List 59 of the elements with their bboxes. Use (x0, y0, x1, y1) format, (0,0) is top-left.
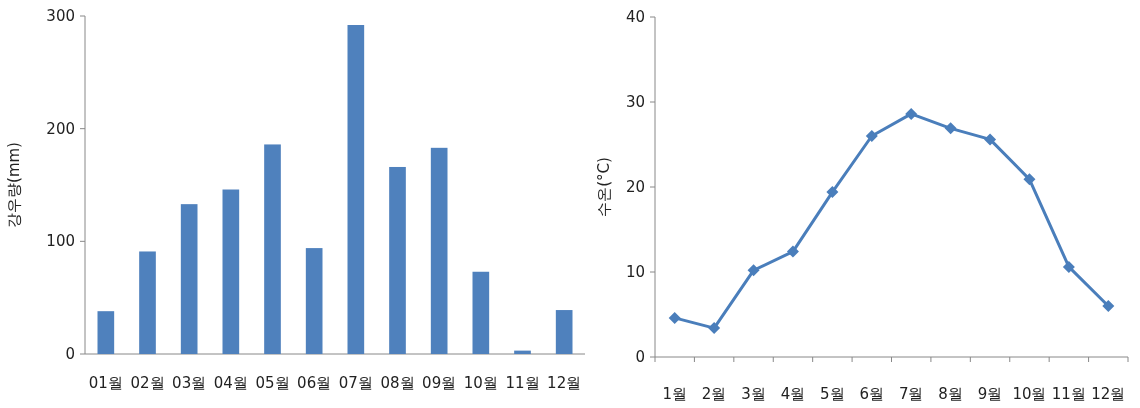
x-tick-label: 05월 (255, 374, 290, 392)
x-tick-label: 10월 (1012, 385, 1047, 403)
x-tick-label: 4월 (780, 385, 806, 403)
point (984, 133, 997, 146)
x-tick-label: 08월 (380, 374, 415, 392)
x-tick-label: 6월 (859, 385, 885, 403)
bar (305, 248, 323, 354)
x-tick-label: 10월 (463, 374, 498, 392)
x-tick-label: 11월 (505, 374, 540, 392)
x-tick-label: 8월 (938, 385, 963, 403)
x-tick-label: 06월 (297, 374, 332, 392)
x-tick-label: 09월 (422, 374, 457, 392)
point (708, 322, 721, 335)
x-tick-label: 07월 (338, 374, 373, 392)
point (786, 245, 799, 258)
x-tick-label: 3월 (741, 385, 766, 403)
bar (472, 271, 490, 354)
x-tick-label: 5월 (820, 385, 845, 403)
point (865, 130, 878, 142)
point (826, 186, 839, 199)
x-tick-label: 01월 (88, 374, 123, 392)
bar (97, 311, 115, 354)
x-tick-label: 02월 (130, 374, 165, 392)
y-tick-label: 300 (46, 7, 75, 25)
x-tick-label: 2월 (701, 385, 727, 403)
point (1102, 300, 1115, 312)
x-tick-label: 11월 (1051, 385, 1086, 403)
y-axis-title: 수온(°C) (595, 157, 613, 217)
y-tick-label: 0 (635, 348, 645, 366)
y-tick-label: 200 (46, 119, 75, 138)
x-tick-label: 7월 (898, 385, 924, 403)
x-tick-label: 03월 (172, 374, 207, 392)
x-tick-label: 04월 (213, 374, 248, 392)
bar (264, 144, 281, 354)
y-tick-label: 0 (65, 345, 75, 363)
bar (389, 166, 406, 354)
bar (555, 310, 573, 354)
y-tick-label: 100 (46, 232, 75, 251)
x-tick-label: 1월 (662, 385, 687, 403)
y-tick-label: 30 (625, 93, 645, 111)
bar (180, 204, 198, 354)
bar (430, 147, 448, 354)
bar (222, 189, 240, 354)
y-tick-label: 20 (625, 178, 645, 196)
point (944, 122, 957, 135)
point (668, 311, 681, 324)
y-tick-label: 10 (625, 263, 645, 281)
point (1023, 173, 1036, 186)
x-tick-label: 12월 (1091, 385, 1126, 403)
x-tick-label: 9월 (977, 385, 1003, 403)
point (1062, 260, 1075, 273)
bar (347, 25, 365, 354)
bar (514, 350, 531, 354)
x-tick-label: 12월 (547, 374, 582, 392)
point (747, 264, 760, 277)
y-axis-title: 강우량(mm) (5, 142, 23, 228)
point (905, 107, 918, 120)
bar (139, 251, 156, 354)
y-tick-label: 40 (625, 8, 645, 26)
